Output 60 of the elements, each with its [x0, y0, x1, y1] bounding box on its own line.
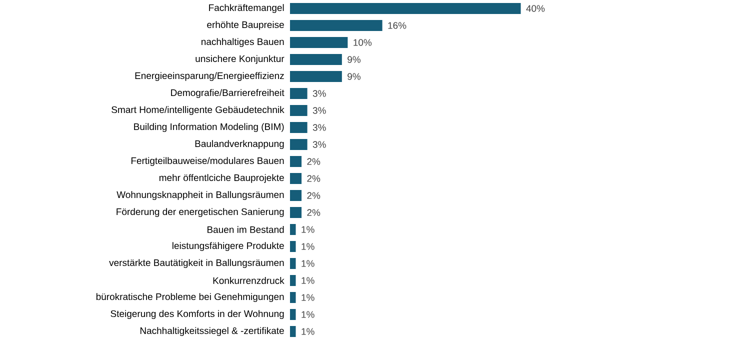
- data-label: 2%: [307, 192, 320, 199]
- y-tick-label: erhöhte Baupreise: [207, 21, 284, 30]
- bar: [290, 139, 308, 150]
- data-label: 1%: [302, 277, 314, 284]
- bar: [290, 122, 308, 133]
- bar: [290, 309, 296, 320]
- bar: [290, 173, 302, 184]
- bar: [290, 207, 302, 218]
- y-tick-label: Bauen im Bestand: [208, 226, 284, 233]
- data-label: 3%: [312, 124, 326, 131]
- bar: [290, 190, 302, 201]
- y-tick-label: Steigerung des Komforts in der Wohnung: [110, 310, 284, 319]
- bar: [290, 275, 296, 286]
- data-label: 16%: [388, 22, 406, 29]
- data-label: 1%: [302, 294, 314, 301]
- data-label: 2%: [307, 209, 320, 216]
- data-label: 40%: [526, 5, 545, 12]
- y-tick-label: verstärkte Bautätigkeit in Ballungsräumen: [109, 259, 284, 268]
- y-tick-label: Smart Home/intelligente Gebäudetechnik: [112, 106, 284, 115]
- data-label: 1%: [302, 243, 314, 250]
- y-tick-label: Nachhaltigkeitssiegel & -zertifikate: [140, 327, 284, 336]
- y-tick-label: Fertigteilbauweise/modulares Bauen: [131, 157, 284, 166]
- y-tick-label: leistungsfähigere Produkte: [172, 242, 284, 251]
- y-tick-label: mehr öffentlciche Bauprojekte: [159, 174, 284, 183]
- y-tick-label: Förderung der energetischen Sanierung: [116, 208, 284, 217]
- data-label: 2%: [307, 175, 320, 182]
- bar: [290, 156, 302, 168]
- data-label: 9%: [348, 56, 361, 63]
- y-tick-label: Konkurrenzdruck: [213, 277, 284, 284]
- bar: [290, 292, 296, 304]
- y-tick-label: unsichere Konjunktur: [196, 55, 284, 64]
- bar: [290, 88, 308, 100]
- bar: [290, 241, 296, 252]
- bar: [290, 3, 521, 14]
- data-label: 3%: [312, 107, 326, 114]
- data-label: 1%: [302, 260, 314, 267]
- data-label: 1%: [302, 226, 314, 233]
- bar: [290, 258, 296, 269]
- y-tick-label: Demografie/Barrierefreiheit: [171, 89, 284, 98]
- bar: [290, 54, 342, 65]
- data-label: 3%: [312, 141, 326, 148]
- y-tick-label: Wohnungsknappheit in Ballungsräumen: [116, 191, 284, 200]
- data-label: 2%: [307, 158, 320, 165]
- y-tick-label: Energieeinsparung/Energieeffizienz: [135, 72, 284, 81]
- y-tick-label: Baulandverknappung: [195, 140, 284, 149]
- bar: [290, 71, 342, 82]
- bar: [290, 20, 382, 31]
- data-label: 3%: [312, 90, 326, 97]
- y-tick-label: bürokratische Probleme bei Genehmigungen: [96, 293, 284, 302]
- bar: [290, 105, 308, 116]
- bar: [290, 37, 348, 48]
- bar: [290, 326, 296, 338]
- y-tick-label: nachhaltiges Bauen: [202, 38, 284, 47]
- data-label: 1%: [302, 328, 314, 335]
- y-tick-label: Fachkräftemangel: [209, 4, 284, 13]
- y-tick-label: Building Information Modeling (BIM): [134, 123, 284, 132]
- data-label: 1%: [302, 311, 314, 318]
- data-label: 10%: [354, 39, 372, 46]
- bar: [290, 224, 296, 236]
- data-label: 9%: [348, 73, 361, 80]
